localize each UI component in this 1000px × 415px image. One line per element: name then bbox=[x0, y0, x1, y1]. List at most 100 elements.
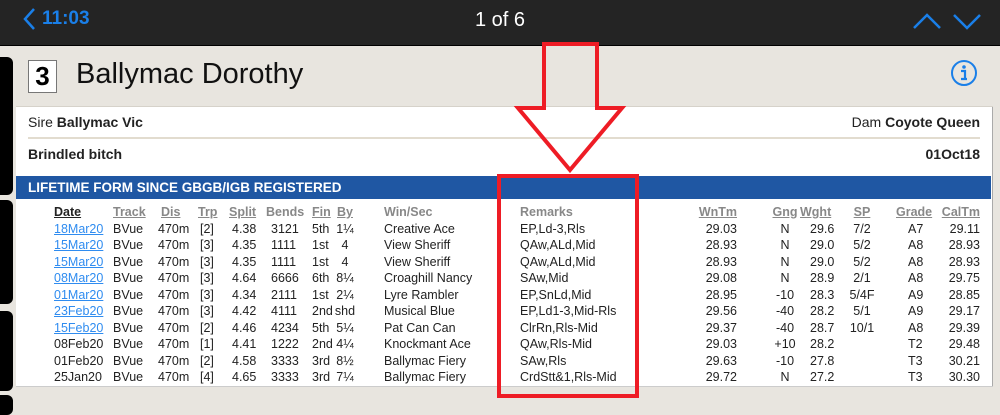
column-header-grade[interactable]: Grade bbox=[896, 205, 933, 219]
cell-fin: 1st bbox=[312, 287, 329, 302]
cell-sp: 5/1 bbox=[853, 304, 871, 318]
cell-date[interactable]: 15Feb20 bbox=[54, 320, 104, 335]
cell-winsec: View Sheriff bbox=[384, 254, 451, 269]
cell-date: 01Feb20 bbox=[54, 353, 104, 368]
cell-sp: 10/1 bbox=[849, 320, 875, 335]
column-header-fin[interactable]: Fin bbox=[312, 205, 331, 219]
cell-remarks: QAw,Rls-Mid bbox=[520, 337, 593, 351]
cell-date[interactable]: 18Mar20 bbox=[54, 221, 104, 236]
table-row: 23Feb20 BVue 470m [3] 4.42 4111 2nd shd Musical … bbox=[16, 304, 993, 321]
cell-gng: -40 bbox=[775, 320, 795, 335]
chevron-up-icon[interactable] bbox=[912, 10, 942, 34]
cell-track: BVue bbox=[113, 370, 144, 384]
cell-grade: A9 bbox=[908, 304, 924, 318]
column-header-dis[interactable]: Dis bbox=[161, 205, 181, 219]
cell-gng: N bbox=[780, 271, 790, 285]
cell-caltm: 30.21 bbox=[948, 353, 980, 368]
cell-fin: 5th bbox=[312, 320, 330, 335]
cell-sp: 5/2 bbox=[853, 254, 871, 269]
cell-wntm: 29.72 bbox=[705, 370, 737, 384]
cell-fin: 2nd bbox=[312, 304, 333, 318]
cell-wntm: 29.37 bbox=[705, 320, 737, 335]
cell-bends: 1111 bbox=[271, 238, 297, 252]
column-header-wght[interactable]: Wght bbox=[800, 205, 832, 219]
cell-date[interactable]: 15Mar20 bbox=[54, 238, 104, 252]
cell-trp: [3] bbox=[200, 304, 214, 318]
cell-fin: 1st bbox=[312, 254, 329, 269]
cell-by: 4 bbox=[341, 238, 349, 252]
side-tab[interactable] bbox=[0, 200, 13, 304]
cell-date[interactable]: 01Mar20 bbox=[54, 287, 104, 302]
back-button[interactable]: 11:03 bbox=[22, 8, 90, 30]
cell-date[interactable]: 15Mar20 bbox=[54, 254, 104, 269]
column-header-date[interactable]: Date bbox=[54, 205, 82, 219]
table-row: 15Feb20 BVue 470m [2] 4.46 4234 5th 5¼ Pat Can C… bbox=[16, 321, 993, 338]
cell-wght: 27.2 bbox=[810, 370, 835, 384]
cell-split: 4.42 bbox=[232, 304, 257, 318]
side-tab[interactable] bbox=[0, 395, 13, 415]
cell-gng: N bbox=[780, 254, 790, 269]
side-tab[interactable] bbox=[0, 57, 13, 195]
cell-grade: A8 bbox=[908, 238, 924, 252]
cell-split: 4.35 bbox=[232, 238, 257, 252]
cell-remarks: EP,Ld-3,Rls bbox=[520, 221, 586, 236]
cell-caltm: 29.75 bbox=[948, 271, 980, 285]
column-header-track[interactable]: Track bbox=[113, 205, 146, 219]
cell-by: 4 bbox=[341, 254, 349, 269]
cell-grade: A8 bbox=[908, 254, 924, 269]
cell-wght: 28.2 bbox=[810, 304, 835, 318]
date-of-birth: 01Oct18 bbox=[925, 146, 980, 162]
cell-split: 4.34 bbox=[232, 287, 257, 302]
cell-gng: -10 bbox=[775, 353, 795, 368]
info-icon[interactable] bbox=[950, 59, 978, 87]
cell-dis: 470m bbox=[158, 370, 190, 384]
cell-date: 08Feb20 bbox=[54, 337, 104, 351]
cell-wght: 29.0 bbox=[810, 238, 835, 252]
column-header-trp[interactable]: Trp bbox=[198, 205, 218, 219]
cell-date[interactable]: 08Mar20 bbox=[54, 271, 104, 285]
cell-winsec: Lyre Rambler bbox=[384, 287, 459, 302]
cell-wntm: 29.56 bbox=[705, 304, 737, 318]
cell-caltm: 30.30 bbox=[948, 370, 980, 384]
page-counter: 1 of 6 bbox=[474, 9, 526, 31]
table-row: 15Mar20 BVue 470m [3] 4.35 1111 1st 4 View Sheri… bbox=[16, 238, 993, 255]
column-header-sp[interactable]: SP bbox=[853, 205, 871, 219]
cell-trp: [2] bbox=[200, 320, 214, 335]
column-header-by[interactable]: By bbox=[337, 205, 353, 219]
cell-grade: A8 bbox=[908, 271, 924, 285]
dam-label: Dam bbox=[851, 114, 882, 130]
cell-caltm: 28.93 bbox=[948, 254, 980, 269]
cell-split: 4.58 bbox=[232, 353, 257, 368]
cell-dis: 470m bbox=[158, 320, 190, 335]
cell-remarks: CrdStt&1,Rls-Mid bbox=[520, 370, 617, 384]
chevron-left-icon bbox=[23, 8, 35, 30]
cell-trp: [2] bbox=[200, 221, 214, 236]
column-header-caltm[interactable]: CalTm bbox=[941, 205, 980, 219]
cell-remarks: EP,SnLd,Mid bbox=[520, 287, 592, 302]
cell-dis: 470m bbox=[158, 353, 190, 368]
cell-date[interactable]: 23Feb20 bbox=[54, 304, 104, 318]
column-header-split[interactable]: Split bbox=[229, 205, 257, 219]
cell-wntm: 29.03 bbox=[705, 337, 737, 351]
divider bbox=[28, 137, 980, 139]
dog-description: Brindled bitch bbox=[28, 146, 123, 162]
cell-wght: 29.6 bbox=[810, 221, 835, 236]
trap-number: 3 bbox=[28, 60, 57, 93]
column-header-wntm[interactable]: WnTm bbox=[698, 205, 737, 219]
cell-split: 4.46 bbox=[232, 320, 257, 335]
cell-fin: 6th bbox=[312, 271, 330, 285]
chevron-down-icon[interactable] bbox=[952, 10, 982, 34]
cell-winsec: Musical Blue bbox=[384, 304, 455, 318]
cell-caltm: 29.48 bbox=[948, 337, 980, 351]
cell-bends: 3333 bbox=[271, 370, 299, 384]
cell-track: BVue bbox=[113, 304, 144, 318]
cell-split: 4.64 bbox=[232, 271, 257, 285]
column-header-gng[interactable]: Gng bbox=[772, 205, 798, 219]
cell-bends: 6666 bbox=[271, 271, 299, 285]
footer-bar bbox=[16, 386, 993, 400]
side-tab[interactable] bbox=[0, 311, 13, 391]
cell-by: 2¼ bbox=[336, 287, 354, 302]
cell-fin: 3rd bbox=[312, 370, 331, 384]
cell-gng: -10 bbox=[775, 287, 795, 302]
cell-remarks: ClrRn,Rls-Mid bbox=[520, 320, 598, 335]
